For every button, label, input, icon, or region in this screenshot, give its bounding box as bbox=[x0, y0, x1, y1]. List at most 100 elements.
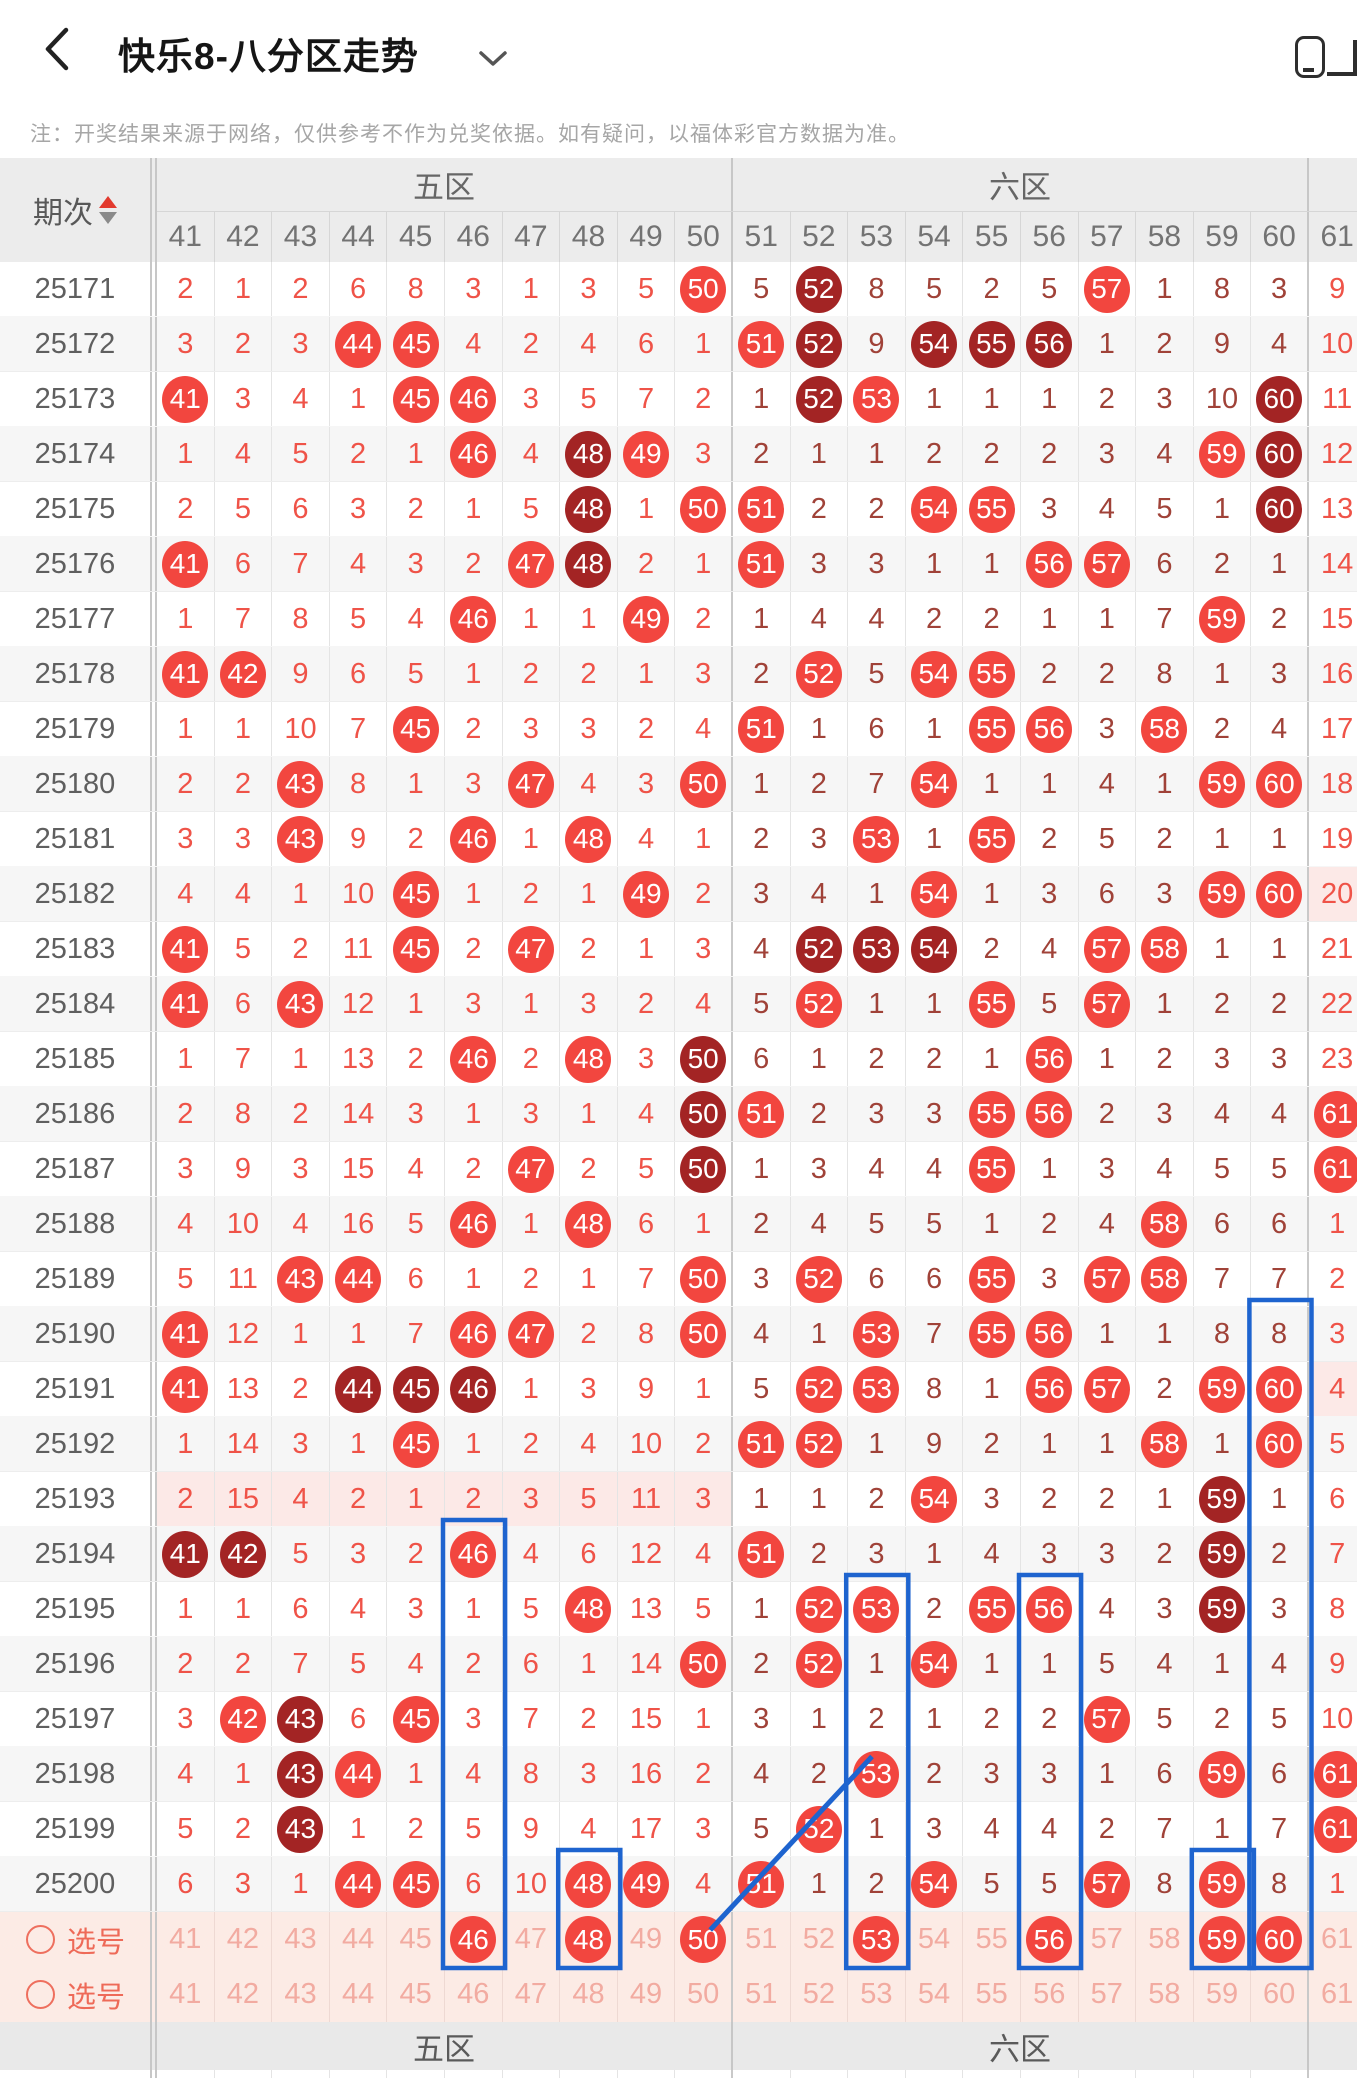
selection-cell-55[interactable]: 55 bbox=[963, 1912, 1021, 1967]
selection-cell-43[interactable]: 43 bbox=[272, 1967, 330, 2022]
selection-cell-46[interactable]: 46 bbox=[445, 1967, 503, 2022]
selection-cell-47[interactable]: 47 bbox=[503, 1967, 561, 2022]
selection-cell-60[interactable]: 60 bbox=[1251, 1912, 1309, 1967]
selection-cell-61[interactable]: 61 bbox=[1309, 1912, 1357, 1967]
cell: 13 bbox=[330, 1032, 388, 1086]
radio-icon[interactable] bbox=[26, 1980, 55, 2009]
row-separator bbox=[150, 812, 157, 866]
selection-label-text: 选号 bbox=[67, 1981, 126, 2014]
zone-header-row: 五区 六区 bbox=[157, 158, 1357, 212]
cell: 54 bbox=[906, 867, 964, 921]
selection-cell-41[interactable]: 41 bbox=[157, 1912, 215, 1967]
repeat-ball: 48 bbox=[565, 540, 612, 588]
sliver-cell bbox=[387, 2070, 445, 2078]
selection-cell-57[interactable]: 57 bbox=[1079, 1912, 1137, 1967]
hit-ball: 59 bbox=[1198, 1916, 1245, 1963]
hit-ball: 56 bbox=[1026, 1090, 1073, 1138]
radio-icon[interactable] bbox=[26, 1925, 55, 1954]
hit-ball: 53 bbox=[853, 1585, 900, 1633]
selection-cell-50[interactable]: 50 bbox=[675, 1967, 733, 2022]
selection-cell-48[interactable]: 48 bbox=[560, 1967, 618, 2022]
selection-cell-51[interactable]: 51 bbox=[733, 1912, 791, 1967]
hit-ball: 54 bbox=[911, 485, 958, 533]
hit-ball: 50 bbox=[680, 485, 727, 533]
cell: 5 bbox=[733, 262, 791, 316]
selection-cell-52[interactable]: 52 bbox=[791, 1967, 849, 2022]
selection-cell-51[interactable]: 51 bbox=[733, 1967, 791, 2022]
selection-cell-54[interactable]: 54 bbox=[906, 1912, 964, 1967]
cell: 1 bbox=[675, 812, 733, 866]
selection-cell-54[interactable]: 54 bbox=[906, 1967, 964, 2022]
selection-cell-55[interactable]: 55 bbox=[963, 1967, 1021, 2022]
selection-cell-44[interactable]: 44 bbox=[330, 1912, 388, 1967]
hit-ball: 48 bbox=[565, 1035, 612, 1083]
cell: 47 bbox=[503, 922, 561, 976]
back-icon[interactable] bbox=[42, 26, 72, 72]
selection-cell-56[interactable]: 56 bbox=[1021, 1912, 1079, 1967]
cell: 6 bbox=[330, 647, 388, 701]
cell: 11 bbox=[1309, 372, 1357, 426]
cell: 1 bbox=[1194, 482, 1252, 536]
selection-cell-45[interactable]: 45 bbox=[387, 1967, 445, 2022]
cell: 3 bbox=[675, 427, 733, 481]
cell: 2 bbox=[330, 427, 388, 481]
selection-cell-56[interactable]: 56 bbox=[1021, 1967, 1079, 2022]
cell: 47 bbox=[503, 1142, 561, 1196]
cell: 3 bbox=[791, 537, 849, 591]
selection-cell-41[interactable]: 41 bbox=[157, 1967, 215, 2022]
floating-window-icon[interactable] bbox=[1291, 32, 1357, 88]
selection-cell-61[interactable]: 61 bbox=[1309, 1967, 1357, 2022]
cell: 1 bbox=[1021, 592, 1079, 646]
chevron-down-icon[interactable] bbox=[478, 50, 508, 68]
cell: 3 bbox=[1079, 702, 1137, 756]
selection-cell-59[interactable]: 59 bbox=[1194, 1967, 1252, 2022]
cell: 5 bbox=[618, 262, 676, 316]
column-header-49: 49 bbox=[618, 212, 676, 262]
cell: 2 bbox=[444, 1472, 503, 1526]
selection-cell-53[interactable]: 53 bbox=[848, 1967, 906, 2022]
cell: 1 bbox=[675, 537, 733, 591]
cell: 60 bbox=[1251, 1362, 1309, 1416]
selection-cell-58[interactable]: 58 bbox=[1136, 1967, 1194, 2022]
selection-cell-60[interactable]: 60 bbox=[1251, 1967, 1309, 2022]
selection-cell-44[interactable]: 44 bbox=[330, 1967, 388, 2022]
selection-cell-53[interactable]: 53 bbox=[848, 1912, 906, 1967]
cell: 1 bbox=[330, 1802, 388, 1856]
selection-cell-42[interactable]: 42 bbox=[215, 1967, 273, 2022]
selection-cell-46[interactable]: 46 bbox=[445, 1912, 503, 1967]
cell: 43 bbox=[272, 757, 330, 811]
cell: 56 bbox=[1021, 317, 1079, 371]
selection-cell-49[interactable]: 49 bbox=[618, 1912, 676, 1967]
period-sort-header[interactable]: 期次 bbox=[0, 158, 150, 262]
selection-cell-49[interactable]: 49 bbox=[618, 1967, 676, 2022]
hit-ball: 52 bbox=[795, 980, 842, 1028]
hit-ball: 58 bbox=[1141, 1200, 1188, 1248]
cell: 59 bbox=[1194, 1582, 1252, 1636]
cell: 2 bbox=[963, 922, 1021, 976]
selection-cell-57[interactable]: 57 bbox=[1079, 1967, 1137, 2022]
selection-cell-48[interactable]: 48 bbox=[560, 1912, 618, 1967]
hit-ball: 45 bbox=[392, 320, 439, 368]
selection-cell-43[interactable]: 43 bbox=[272, 1912, 330, 1967]
cell: 56 bbox=[1021, 1307, 1079, 1361]
cell: 2 bbox=[560, 1142, 618, 1196]
hit-ball: 51 bbox=[738, 1090, 785, 1138]
selection-cell-45[interactable]: 45 bbox=[387, 1912, 445, 1967]
cell: 22 bbox=[1309, 977, 1357, 1031]
cell: 1 bbox=[157, 702, 215, 756]
cell: 3 bbox=[675, 1472, 733, 1526]
cell: 4 bbox=[848, 592, 906, 646]
period-label: 25198 bbox=[34, 1757, 116, 1790]
period-label: 25195 bbox=[34, 1592, 116, 1625]
selection-cell-59[interactable]: 59 bbox=[1194, 1912, 1252, 1967]
selection-cell-47[interactable]: 47 bbox=[503, 1912, 561, 1967]
cell: 2 bbox=[329, 1472, 388, 1526]
selection-cell-58[interactable]: 58 bbox=[1136, 1912, 1194, 1967]
selection-cell-50[interactable]: 50 bbox=[675, 1912, 733, 1967]
selection-cell-42[interactable]: 42 bbox=[215, 1912, 273, 1967]
repeat-ball: 59 bbox=[1198, 1585, 1245, 1633]
selection-cell-52[interactable]: 52 bbox=[791, 1912, 849, 1967]
hit-ball: 52 bbox=[795, 1420, 842, 1468]
cell: 56 bbox=[1021, 1087, 1079, 1141]
sort-arrows-icon[interactable] bbox=[99, 196, 117, 224]
